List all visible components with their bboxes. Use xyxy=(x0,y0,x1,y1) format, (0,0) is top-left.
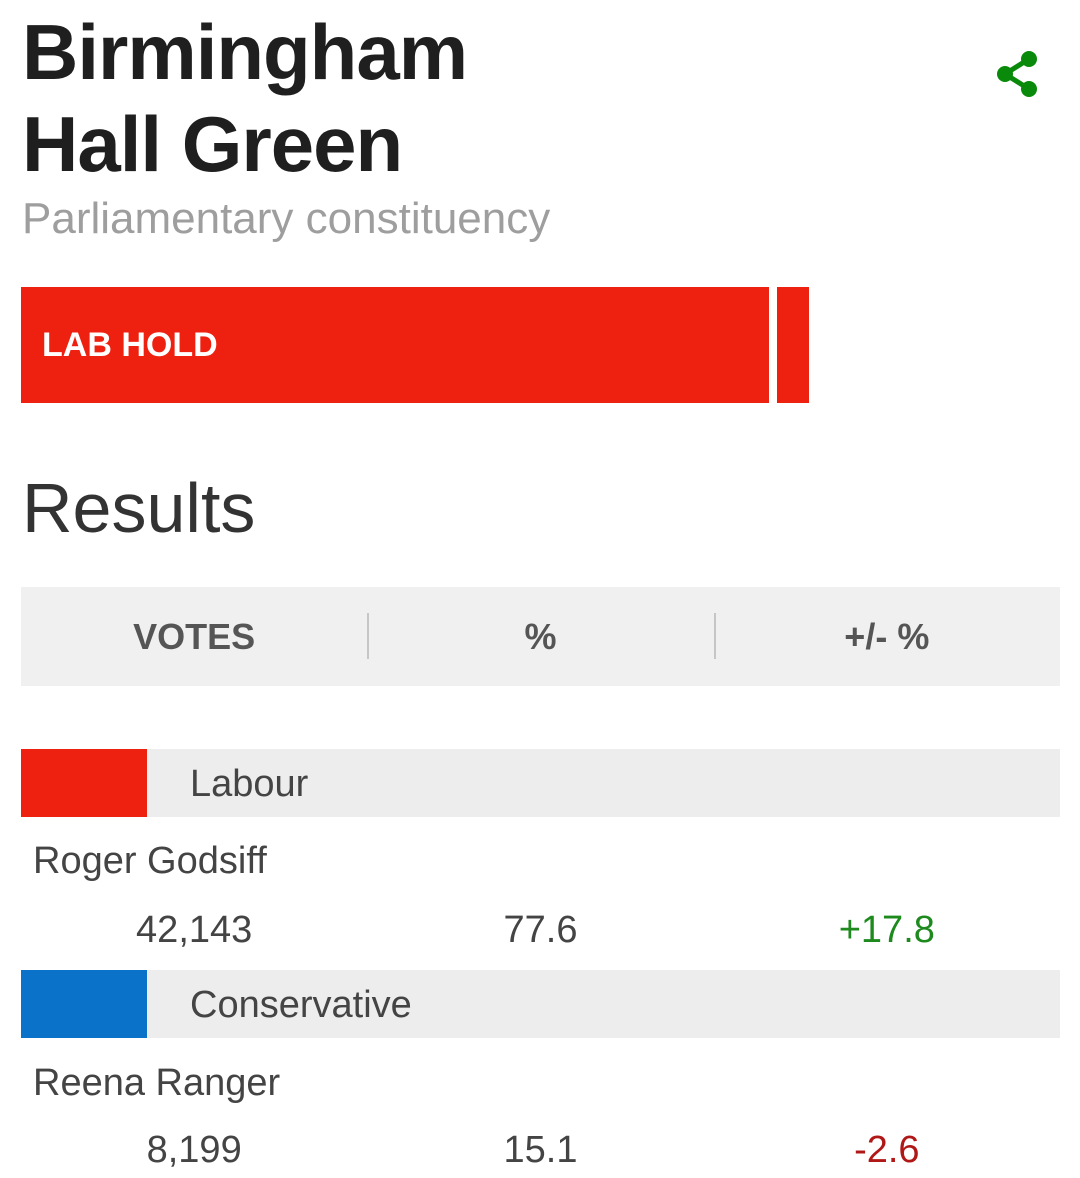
candidate-stats-row: 42,143 77.6 +17.8 xyxy=(21,905,1060,955)
party-name: Labour xyxy=(190,763,309,805)
candidate-name: Roger Godsiff xyxy=(33,840,267,882)
page-subtitle: Parliamentary constituency xyxy=(22,194,551,243)
title-line-2: Hall Green xyxy=(22,100,403,188)
candidate-stats-row: 8,199 15.1 -2.6 xyxy=(21,1125,1060,1175)
column-header-votes: VOTES xyxy=(133,615,256,657)
result-label: LAB HOLD xyxy=(42,326,218,364)
party-name: Conservative xyxy=(190,984,412,1026)
candidate-name: Reena Ranger xyxy=(33,1062,281,1104)
title-line-1: Birmingham xyxy=(22,8,468,96)
results-heading: Results xyxy=(22,469,256,547)
candidate-change: +17.8 xyxy=(838,909,935,951)
candidate-percent: 77.6 xyxy=(503,909,578,951)
party-color-swatch xyxy=(21,749,147,817)
page-title: Birmingham Hall Green xyxy=(22,6,468,190)
result-bar-main: LAB HOLD xyxy=(21,287,769,403)
result-bar-tail xyxy=(777,287,809,403)
result-bar: LAB HOLD xyxy=(21,287,809,403)
candidate-votes: 8,199 xyxy=(146,1129,242,1171)
column-header-percent: % xyxy=(367,587,713,686)
results-table-header: VOTES % +/- % xyxy=(21,587,1060,686)
share-icon[interactable] xyxy=(994,50,1040,98)
party-row-labour: Labour xyxy=(21,749,1060,817)
party-row-conservative: Conservative xyxy=(21,970,1060,1038)
candidate-percent: 15.1 xyxy=(503,1129,578,1171)
candidate-change: -2.6 xyxy=(854,1129,920,1171)
party-color-swatch xyxy=(21,970,147,1038)
column-header-change: +/- % xyxy=(713,587,1060,686)
candidate-votes: 42,143 xyxy=(136,909,253,951)
